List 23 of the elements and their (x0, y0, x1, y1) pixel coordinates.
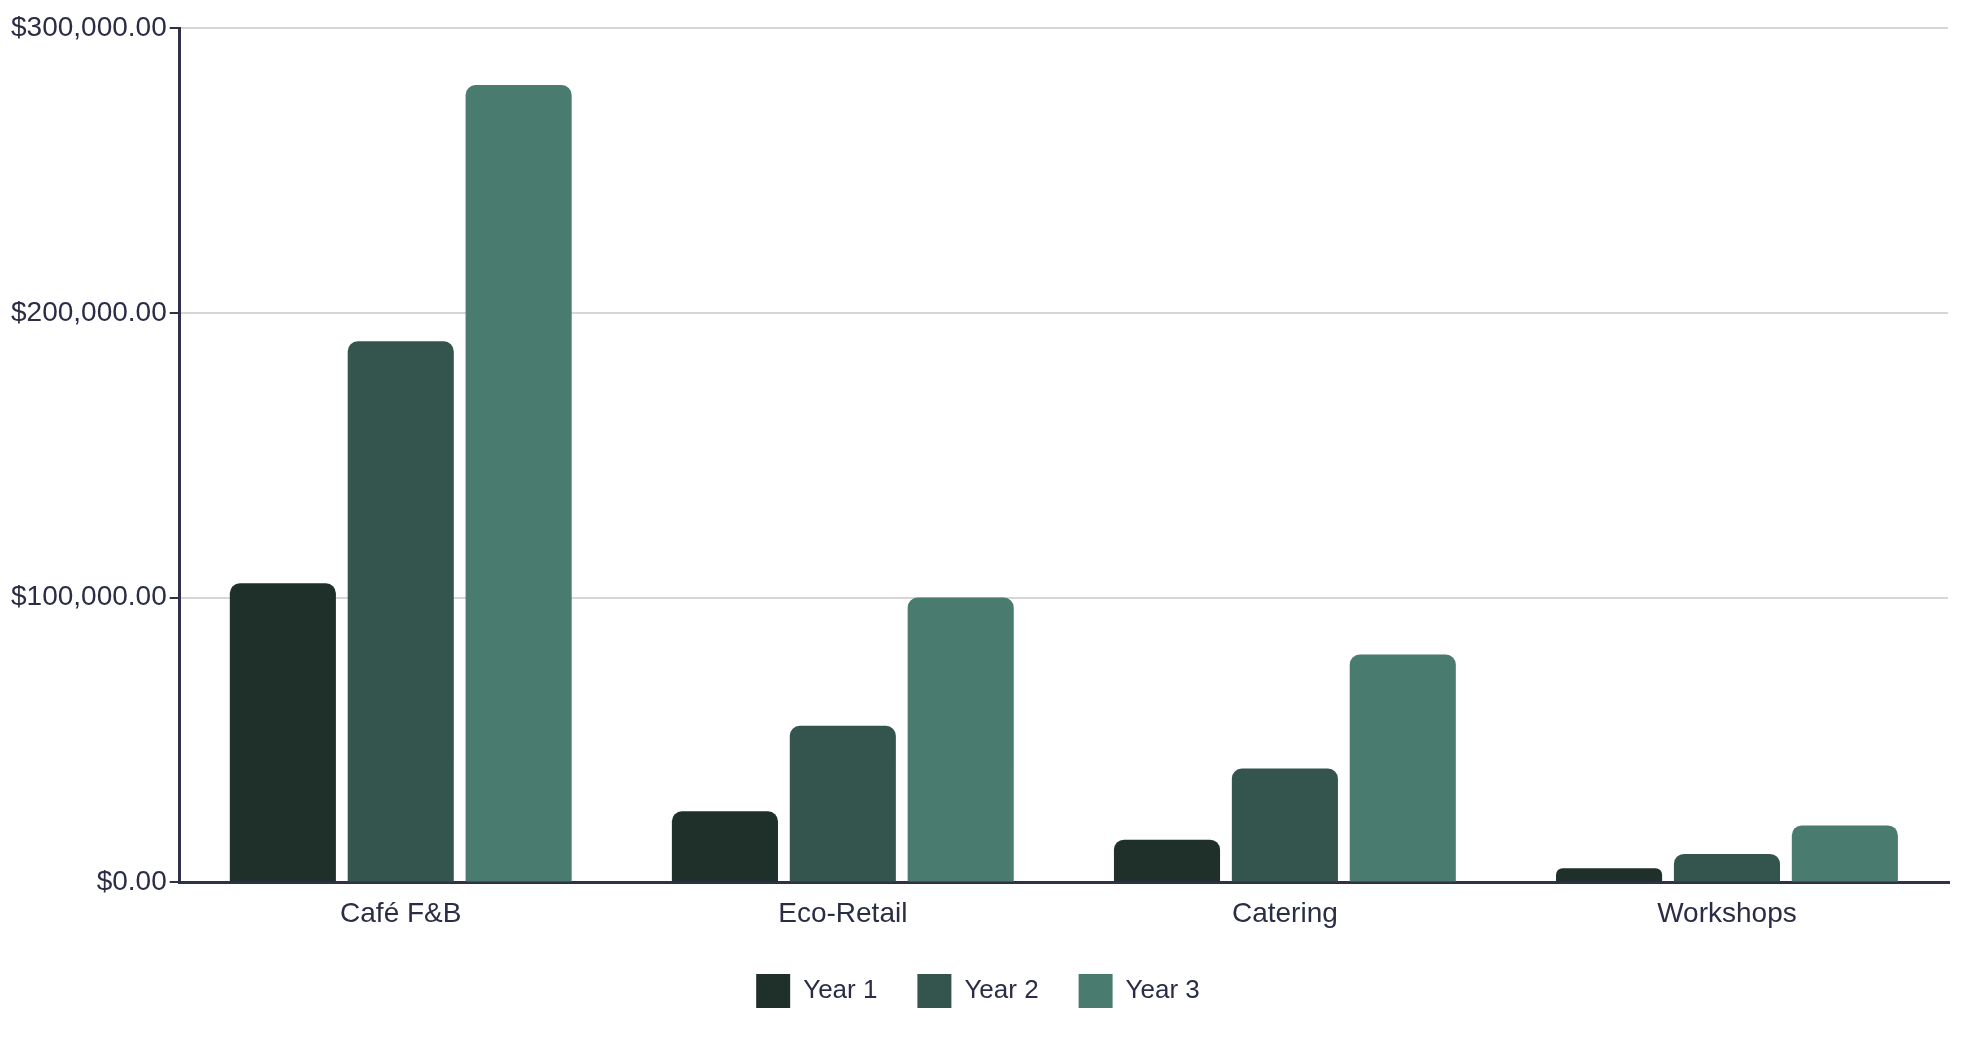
bar (1791, 825, 1898, 882)
bar (1113, 839, 1221, 882)
bar (347, 341, 454, 882)
legend-label: Year 1 (803, 974, 878, 1005)
bar (465, 84, 572, 882)
x-tick-label: Café F&B (340, 896, 462, 928)
bar (1231, 768, 1338, 882)
bar (1349, 654, 1456, 882)
legend-label: Year 2 (964, 974, 1039, 1005)
y-tick-label: $200,000.00 (10, 295, 167, 327)
x-tick-label: Catering (1231, 896, 1338, 928)
x-tick-label: Workshops (1657, 896, 1797, 928)
bar (671, 811, 778, 882)
bar (229, 583, 336, 882)
x-tick-label: Eco-Retail (778, 896, 908, 928)
y-tick-label: $300,000.00 (10, 10, 167, 42)
bar (789, 725, 896, 882)
bar (907, 597, 1014, 882)
y-tick-label: $100,000.00 (10, 580, 167, 612)
bar (1673, 853, 1781, 882)
y-tick-label: $0.00 (96, 865, 167, 897)
bar (1556, 868, 1663, 882)
legend-label: Year 3 (1125, 974, 1200, 1005)
